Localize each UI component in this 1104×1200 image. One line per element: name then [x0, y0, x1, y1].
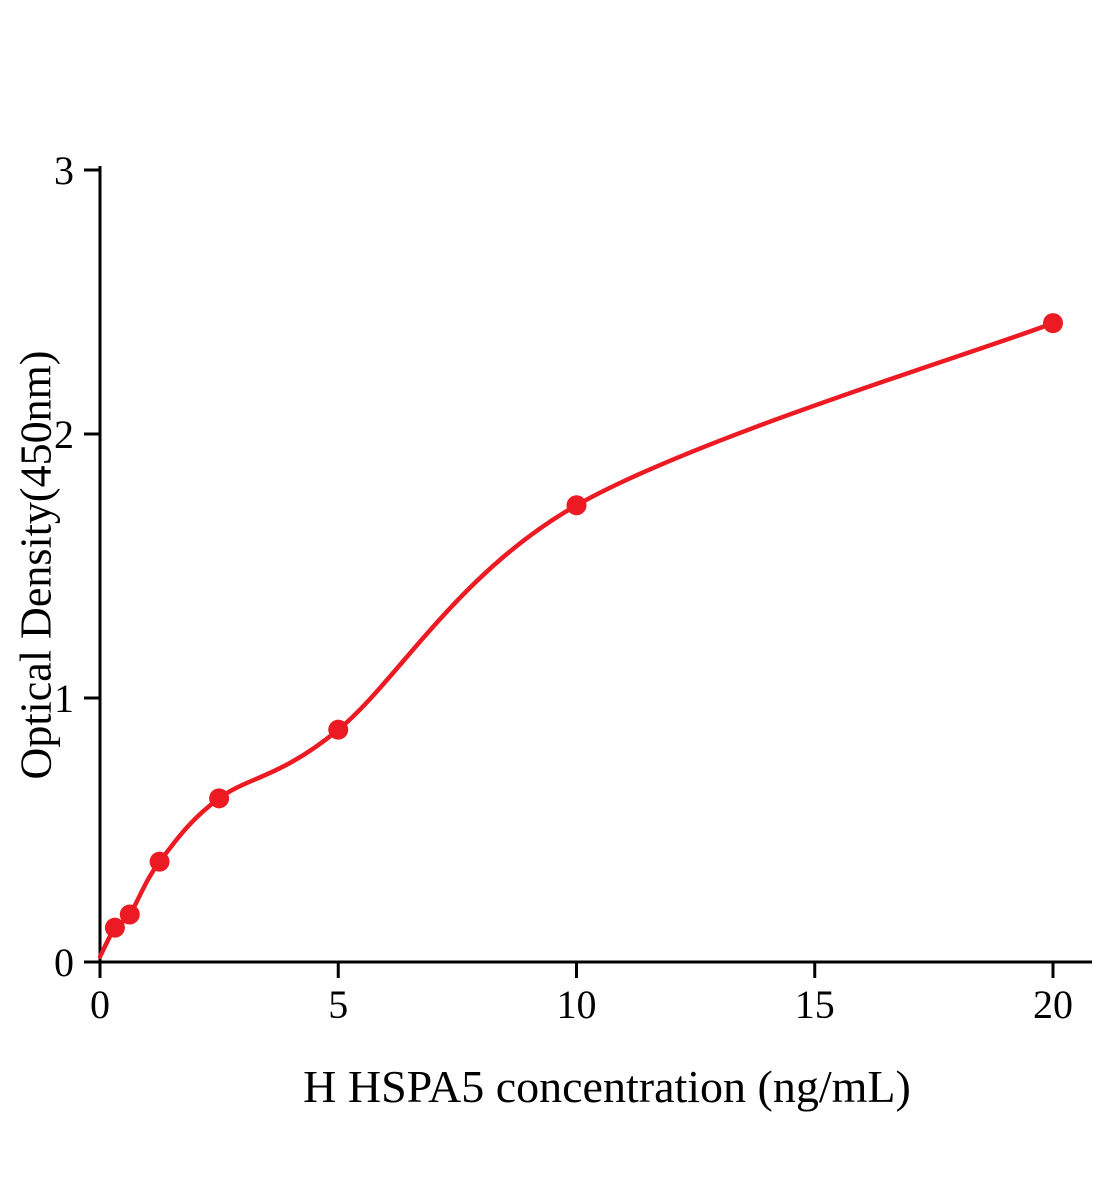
data-point: [566, 495, 587, 516]
data-point: [104, 917, 125, 938]
x-tick-label: 15: [795, 982, 835, 1027]
y-tick-label: 0: [54, 940, 74, 985]
y-tick-label: 3: [54, 148, 74, 193]
x-tick-label: 20: [1033, 982, 1073, 1027]
y-tick-label: 2: [54, 412, 74, 457]
data-point: [209, 788, 230, 809]
x-tick-label: 5: [328, 982, 348, 1027]
data-point: [328, 719, 349, 740]
y-axis-label: Optical Density(450nm): [11, 350, 61, 780]
x-tick-label: 10: [557, 982, 597, 1027]
data-point: [1043, 313, 1063, 334]
x-axis-label: H HSPA5 concentration (ng/mL): [303, 1061, 911, 1112]
y-tick-label: 1: [54, 676, 74, 721]
fitted-curve: [97, 320, 1056, 959]
data-point: [149, 851, 170, 872]
data-point: [119, 904, 140, 925]
x-tick-label: 0: [90, 982, 110, 1027]
